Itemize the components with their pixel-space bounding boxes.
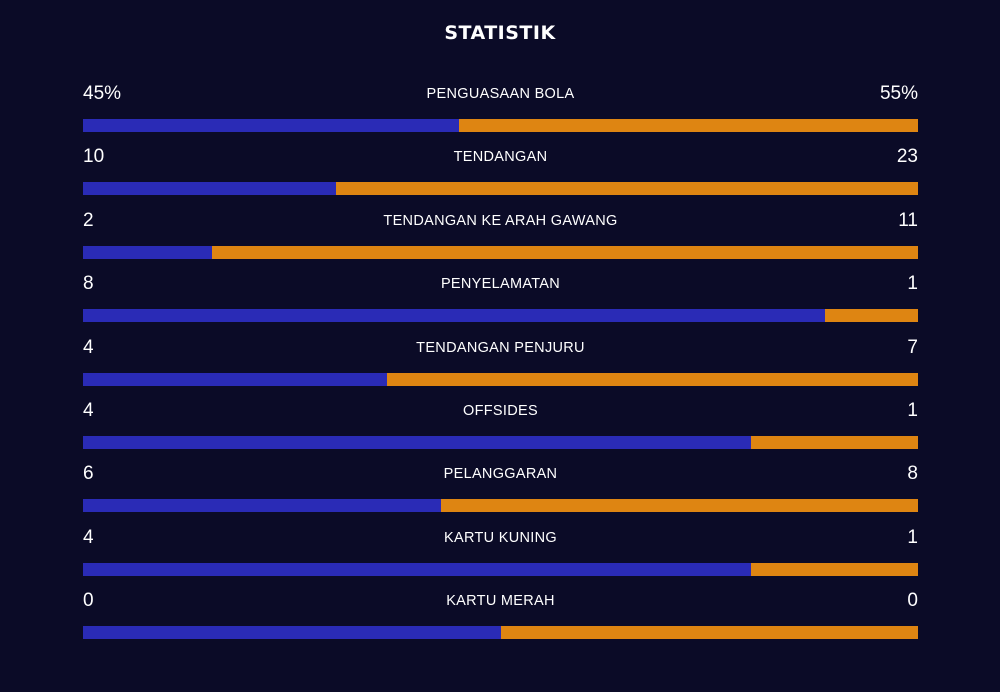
stat-header: TENDANGAN 10 23 <box>83 143 918 171</box>
comparison-bar <box>83 499 918 513</box>
panel-title: STATISTIK <box>444 22 556 44</box>
stat-row: KARTU KUNING 4 1 <box>83 524 918 587</box>
stat-row: TENDANGAN KE ARAH GAWANG 2 11 <box>83 207 918 270</box>
stat-label: PENGUASAAN BOLA <box>426 86 575 102</box>
stat-label: TENDANGAN <box>453 149 548 166</box>
away-value: 8 <box>907 463 918 485</box>
stat-label: PENYELAMATAN <box>440 276 561 293</box>
stat-row: TENDANGAN PENJURU 4 7 <box>83 334 918 397</box>
comparison-bar <box>83 119 918 132</box>
stat-label: KARTU MERAH <box>446 593 555 610</box>
stat-row: PELANGGARAN 6 8 <box>83 460 918 523</box>
stat-label: TENDANGAN PENJURU <box>416 339 585 356</box>
away-value: 0 <box>907 590 918 612</box>
home-value: 4 <box>83 399 94 421</box>
stat-header: PENYELAMATAN 8 1 <box>83 270 918 298</box>
home-bar-segment <box>83 499 442 513</box>
away-bar-segment <box>441 499 918 513</box>
stat-row: OFFSIDES 4 1 <box>83 397 918 460</box>
home-bar-segment <box>83 245 212 259</box>
comparison-bar <box>83 626 918 640</box>
stat-label: PELANGGARAN <box>443 466 558 483</box>
stats-list: PENGUASAAN BOLA 45% 55% TENDANGAN 10 23 TENDAN… <box>83 80 918 651</box>
comparison-bar <box>83 182 918 196</box>
away-value: 23 <box>896 146 918 168</box>
home-bar-segment <box>83 119 459 132</box>
stat-row: PENYELAMATAN 8 1 <box>83 270 918 333</box>
away-bar-segment <box>751 435 918 449</box>
stat-header: TENDANGAN KE ARAH GAWANG 2 11 <box>83 207 918 235</box>
away-bar-segment <box>751 562 918 576</box>
away-bar-segment <box>336 182 918 196</box>
away-bar-segment <box>458 119 918 132</box>
away-value: 1 <box>907 399 918 421</box>
home-bar-segment <box>83 626 501 640</box>
comparison-bar <box>83 372 918 386</box>
away-value: 7 <box>907 336 918 358</box>
away-value: 11 <box>898 209 918 231</box>
stat-label: KARTU KUNING <box>444 529 557 546</box>
home-bar-segment <box>83 372 387 386</box>
away-bar-segment <box>211 245 918 259</box>
away-value: 1 <box>907 526 918 548</box>
stat-header: TENDANGAN PENJURU 4 7 <box>83 334 918 362</box>
home-bar-segment <box>83 309 826 323</box>
home-value: 10 <box>83 146 105 168</box>
comparison-bar <box>83 245 918 259</box>
comparison-bar <box>83 435 918 449</box>
away-value: 1 <box>907 273 918 295</box>
stat-header: PELANGGARAN 6 8 <box>83 460 918 488</box>
home-value: 4 <box>83 336 94 358</box>
comparison-bar <box>83 562 918 576</box>
stat-header: KARTU KUNING 4 1 <box>83 524 918 552</box>
home-bar-segment <box>83 435 751 449</box>
comparison-bar <box>83 309 918 323</box>
stat-row: TENDANGAN 10 23 <box>83 143 918 206</box>
home-value: 45% <box>83 83 122 104</box>
home-value: 8 <box>83 273 94 295</box>
stat-header: KARTU MERAH 0 0 <box>83 587 918 615</box>
home-value: 6 <box>83 463 94 485</box>
stat-header: OFFSIDES 4 1 <box>83 397 918 425</box>
away-bar-segment <box>500 626 918 640</box>
stat-header: PENGUASAAN BOLA 45% 55% <box>83 80 918 108</box>
home-bar-segment <box>83 182 336 196</box>
stat-label: TENDANGAN KE ARAH GAWANG <box>383 212 618 229</box>
home-value: 0 <box>83 590 94 612</box>
away-bar-segment <box>825 309 918 323</box>
stat-row: PENGUASAAN BOLA 45% 55% <box>83 80 918 143</box>
away-bar-segment <box>386 372 918 386</box>
home-value: 4 <box>83 526 94 548</box>
stat-row: KARTU MERAH 0 0 <box>83 587 918 650</box>
home-bar-segment <box>83 562 751 576</box>
home-value: 2 <box>83 209 94 231</box>
stat-label: OFFSIDES <box>463 402 538 419</box>
away-value: 55% <box>879 83 918 104</box>
